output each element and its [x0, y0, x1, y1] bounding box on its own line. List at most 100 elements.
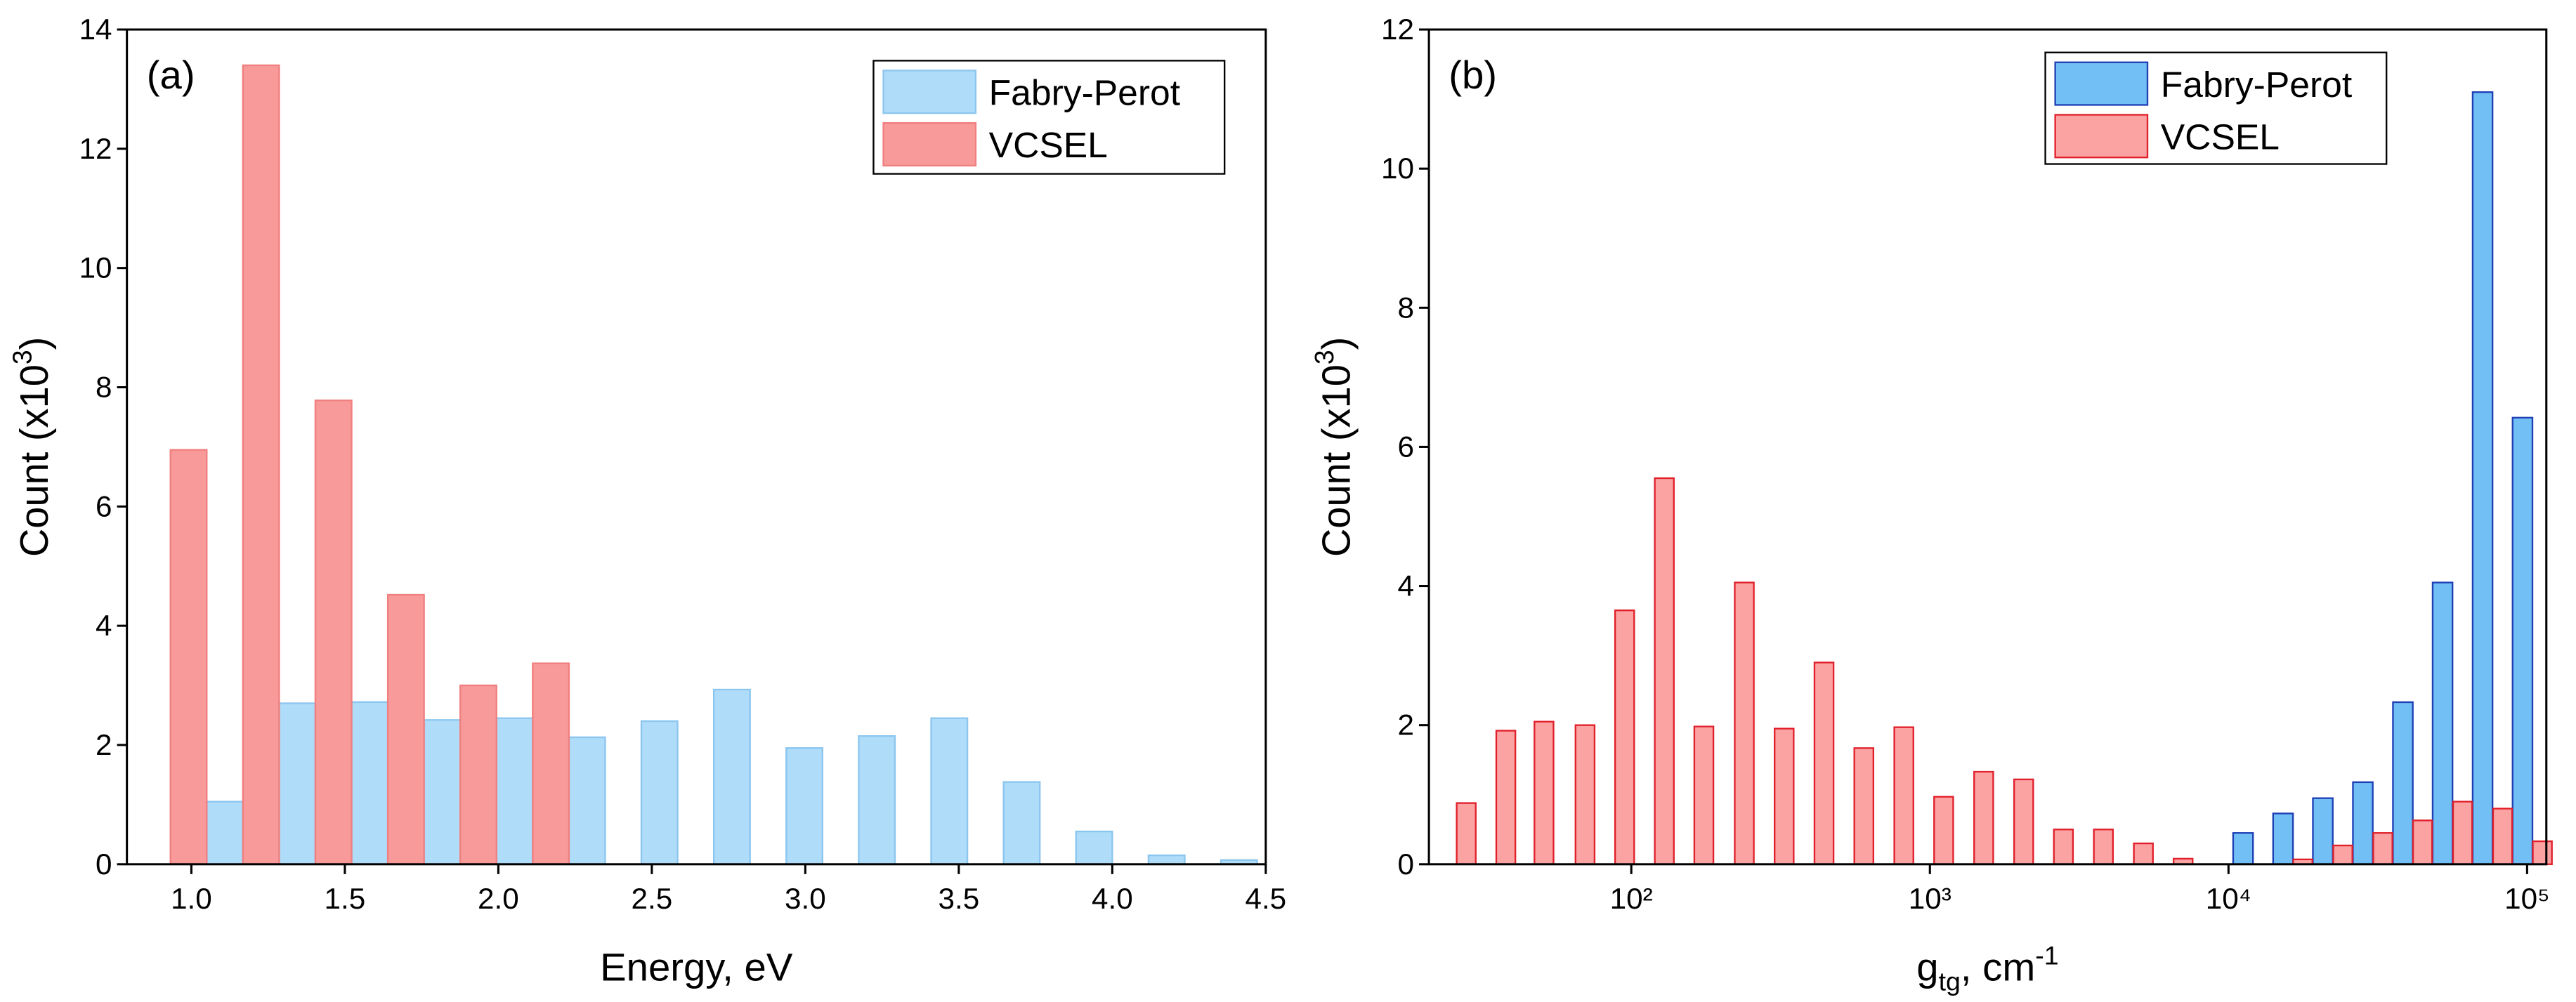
- bar: [423, 719, 462, 865]
- y-tick-label: 2: [96, 728, 112, 761]
- bar: [712, 688, 751, 865]
- x-tick-label: 3.5: [939, 882, 980, 915]
- bar: [568, 736, 606, 865]
- label-part: ): [12, 337, 56, 350]
- bar: [2272, 812, 2294, 865]
- x-tick-label: 4.0: [1092, 882, 1133, 915]
- label-script: 3: [7, 350, 37, 364]
- bar: [2312, 797, 2334, 865]
- bar: [1534, 720, 1555, 865]
- x-tick-label: 10²: [1610, 882, 1653, 915]
- bar: [532, 662, 570, 865]
- x-tick-label: 1.0: [171, 882, 212, 915]
- legend-swatch: [2054, 114, 2149, 159]
- bar: [351, 701, 389, 865]
- bar: [1147, 854, 1186, 865]
- y-axis-label: Count (x103): [7, 337, 56, 558]
- label-script: -1: [2035, 940, 2058, 970]
- bar: [1574, 724, 1596, 865]
- bar: [785, 747, 824, 865]
- panel-label: (b): [1449, 53, 1497, 97]
- bar: [2093, 829, 2114, 865]
- y-tick-label: 8: [96, 371, 112, 404]
- bar: [2133, 842, 2154, 865]
- bar: [1774, 727, 1795, 865]
- y-tick-label: 0: [1397, 848, 1413, 881]
- label-script: 3: [1309, 350, 1339, 364]
- bar: [1002, 781, 1041, 865]
- bar: [2412, 819, 2433, 865]
- x-tick-label: 10⁴: [2206, 882, 2251, 915]
- bar: [386, 593, 425, 865]
- x-tick-label: 10⁵: [2504, 882, 2549, 915]
- bar: [2511, 416, 2534, 865]
- bar: [1734, 581, 1755, 865]
- legend-label: Fabry-Perot: [989, 72, 1180, 113]
- bar: [2392, 701, 2414, 865]
- bar: [858, 735, 896, 865]
- bar: [930, 717, 969, 865]
- bar: [2372, 832, 2393, 865]
- bar: [2232, 832, 2254, 865]
- bar: [1614, 609, 1635, 865]
- y-tick-label: 4: [96, 609, 112, 642]
- y-axis-label: Count (x103): [1309, 337, 1359, 558]
- x-tick-label: 1.5: [325, 882, 366, 915]
- bar: [459, 684, 497, 865]
- legend-swatch: [882, 121, 977, 167]
- bar: [278, 702, 317, 865]
- x-tick-label: 2.5: [632, 882, 673, 915]
- x-tick-label: 2.0: [478, 882, 519, 915]
- legend-swatch: [882, 70, 977, 114]
- bar: [2332, 844, 2353, 865]
- bar: [1893, 726, 1914, 865]
- y-tick-label: 0: [96, 848, 112, 881]
- panel-label: (a): [147, 53, 195, 97]
- y-tick-label: 10: [79, 251, 112, 284]
- y-tick-label: 6: [96, 489, 112, 522]
- bar: [1075, 830, 1113, 865]
- label-part: Count (x10: [12, 364, 56, 557]
- bar: [2352, 781, 2374, 865]
- label-part: , cm: [1961, 945, 2035, 989]
- bar: [2053, 829, 2074, 865]
- bar: [1693, 725, 1715, 865]
- plot-frame: [126, 28, 1267, 866]
- y-tick-label: 4: [1397, 569, 1413, 602]
- bar: [169, 449, 208, 865]
- label-script: tg: [1939, 967, 1961, 996]
- legend-label: VCSEL: [2161, 117, 2280, 157]
- bar: [2452, 800, 2473, 865]
- bar: [242, 64, 280, 865]
- bar: [495, 717, 534, 865]
- x-tick-label: 4.5: [1245, 882, 1286, 915]
- bar: [2492, 807, 2513, 865]
- bar: [1973, 770, 1994, 865]
- bar: [1456, 802, 1477, 865]
- bar: [1933, 796, 1954, 865]
- label-part: g: [1916, 945, 1938, 989]
- legend-swatch: [2054, 61, 2149, 106]
- bar: [2013, 778, 2034, 865]
- bar: [1495, 730, 1517, 865]
- y-tick-label: 14: [79, 13, 112, 46]
- x-tick-label: 3.0: [785, 882, 826, 915]
- x-axis-label: Energy, eV: [600, 945, 793, 989]
- legend-label: Fabry-Perot: [2161, 64, 2352, 105]
- bar: [2431, 581, 2454, 865]
- bar: [2532, 840, 2553, 865]
- label-part: Count (x10: [1314, 364, 1358, 557]
- bar: [1813, 661, 1835, 865]
- bar: [206, 800, 244, 865]
- bar: [2471, 91, 2494, 865]
- bar: [1853, 747, 1875, 865]
- bar: [314, 400, 353, 865]
- y-tick-label: 2: [1397, 708, 1413, 741]
- label-part: ): [1314, 337, 1358, 350]
- y-tick-label: 12: [1381, 13, 1414, 46]
- x-axis-label: gtg, cm-1: [1916, 940, 2058, 996]
- x-tick-label: 10³: [1909, 882, 1951, 915]
- legend-label: VCSEL: [989, 124, 1108, 165]
